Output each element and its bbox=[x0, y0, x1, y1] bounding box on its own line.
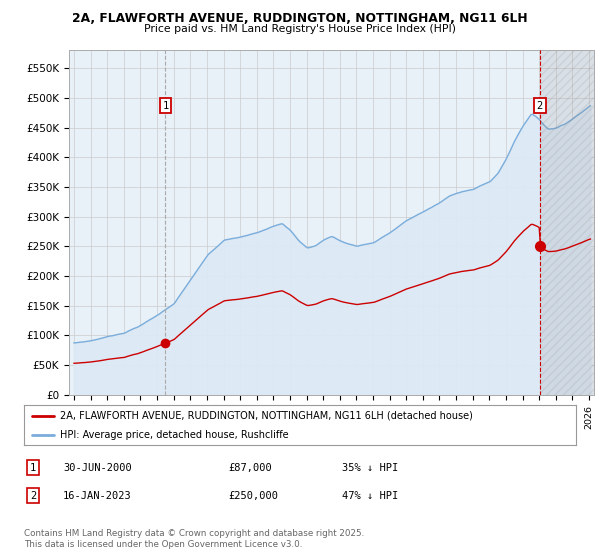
Text: HPI: Average price, detached house, Rushcliffe: HPI: Average price, detached house, Rush… bbox=[60, 430, 289, 440]
Text: 30-JUN-2000: 30-JUN-2000 bbox=[63, 463, 132, 473]
Text: £250,000: £250,000 bbox=[228, 491, 278, 501]
Text: 1: 1 bbox=[30, 463, 36, 473]
Text: 2: 2 bbox=[537, 100, 543, 110]
Text: £87,000: £87,000 bbox=[228, 463, 272, 473]
Text: 2A, FLAWFORTH AVENUE, RUDDINGTON, NOTTINGHAM, NG11 6LH: 2A, FLAWFORTH AVENUE, RUDDINGTON, NOTTIN… bbox=[72, 12, 528, 25]
Text: 1: 1 bbox=[162, 100, 169, 110]
Text: Contains HM Land Registry data © Crown copyright and database right 2025.
This d: Contains HM Land Registry data © Crown c… bbox=[24, 529, 364, 549]
Text: 2: 2 bbox=[30, 491, 36, 501]
Text: 35% ↓ HPI: 35% ↓ HPI bbox=[342, 463, 398, 473]
Text: 16-JAN-2023: 16-JAN-2023 bbox=[63, 491, 132, 501]
Text: 2A, FLAWFORTH AVENUE, RUDDINGTON, NOTTINGHAM, NG11 6LH (detached house): 2A, FLAWFORTH AVENUE, RUDDINGTON, NOTTIN… bbox=[60, 411, 473, 421]
Text: Price paid vs. HM Land Registry's House Price Index (HPI): Price paid vs. HM Land Registry's House … bbox=[144, 24, 456, 34]
Text: 47% ↓ HPI: 47% ↓ HPI bbox=[342, 491, 398, 501]
